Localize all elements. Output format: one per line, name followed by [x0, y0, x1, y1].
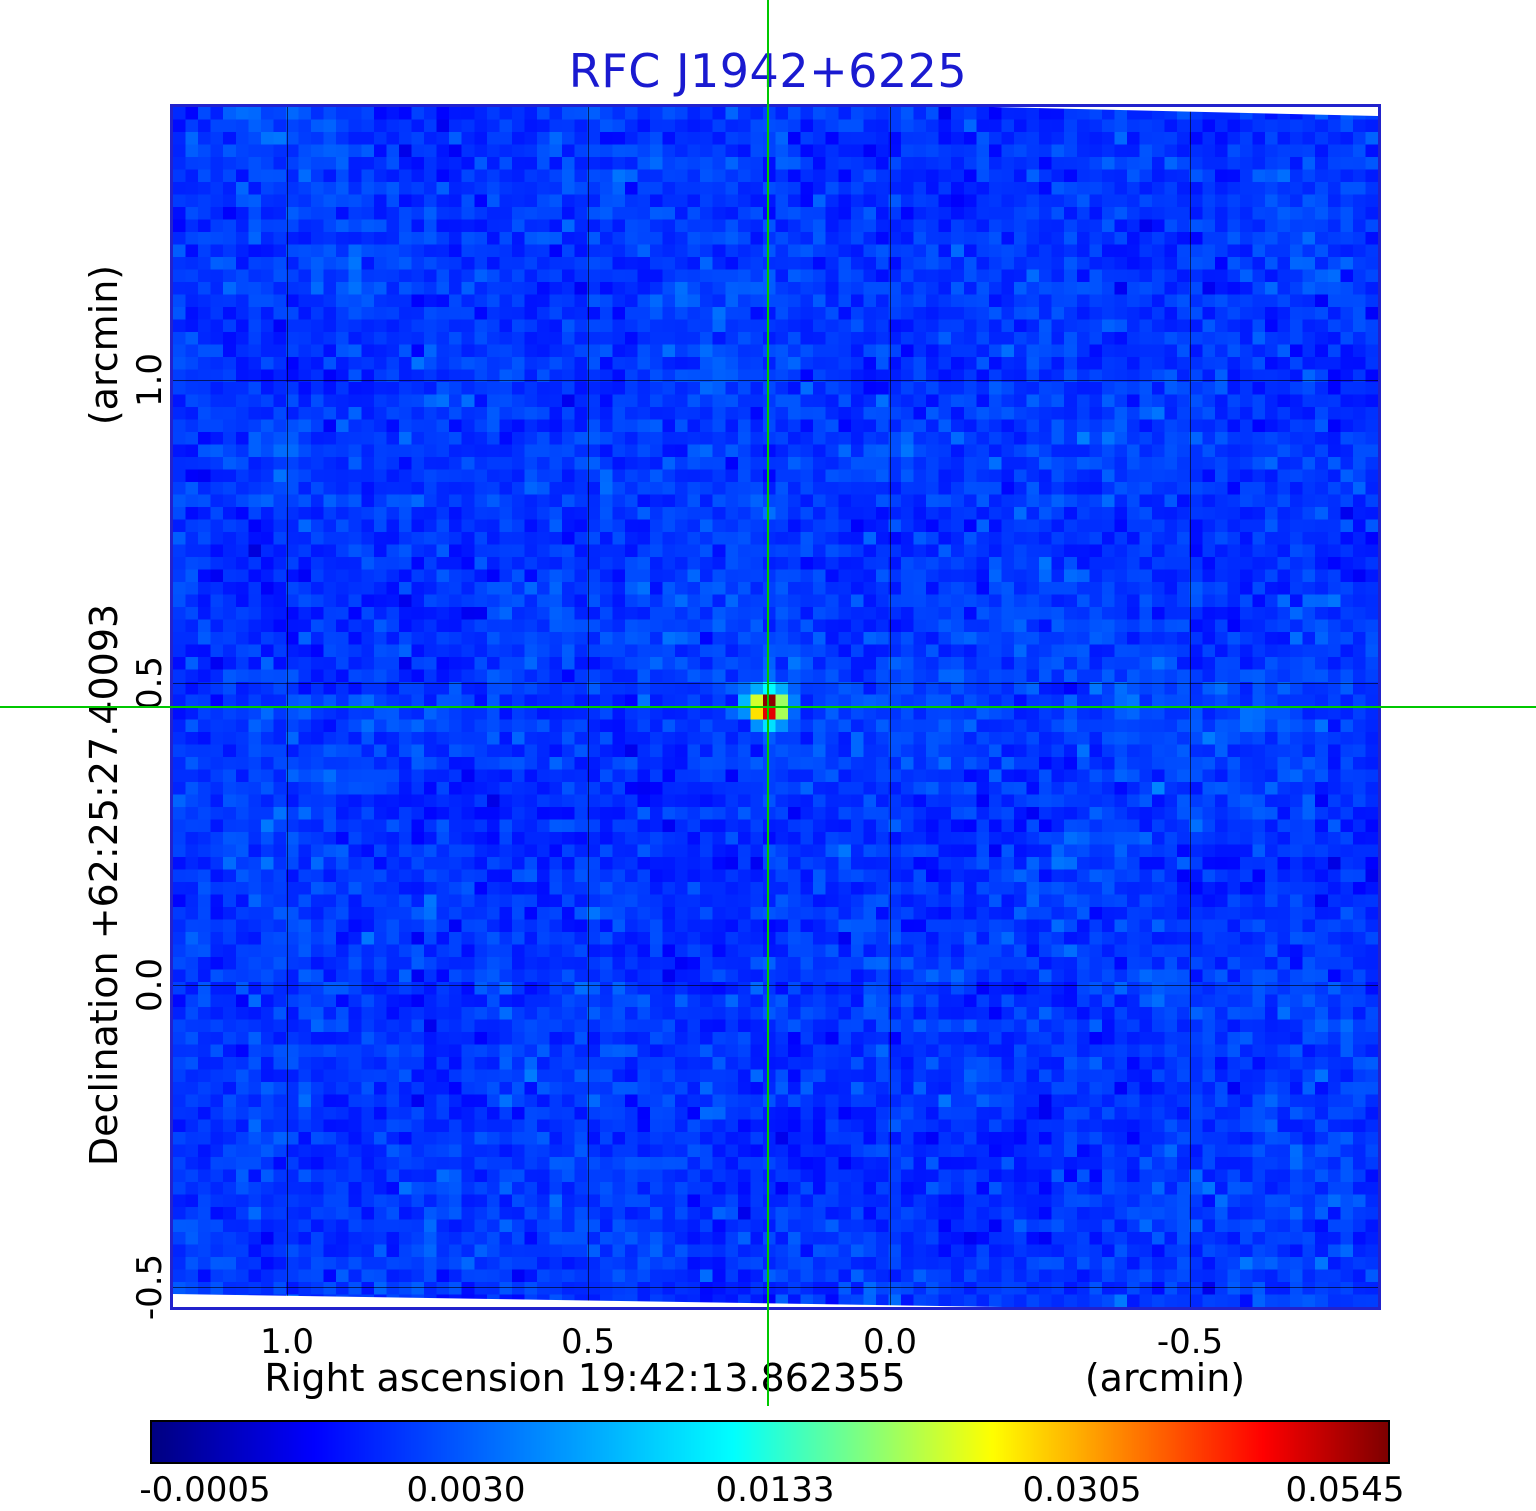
y-axis-unit: (arcmin)	[82, 264, 126, 426]
colorbar-tick-label: -0.0005	[139, 1470, 271, 1510]
colorbar-tick-label: 0.0305	[1022, 1470, 1142, 1510]
gridline-horizontal	[173, 683, 1378, 684]
colorbar-tick-label: 0.0545	[1285, 1470, 1405, 1510]
gridline-horizontal	[173, 985, 1378, 986]
gridline-horizontal	[173, 380, 1378, 381]
x-axis-unit: (arcmin)	[1084, 1356, 1246, 1400]
x-tick-label: 0.0	[862, 1322, 918, 1362]
colorbar-tick-label: 0.0133	[715, 1470, 835, 1510]
x-axis-label: Right ascension 19:42:13.862355	[264, 1356, 906, 1400]
y-tick-label: 1.0	[130, 352, 170, 408]
colorbar-tick-label: 0.0030	[406, 1470, 526, 1510]
y-tick-label: -0.5	[130, 1253, 170, 1321]
x-tick-label: 1.0	[259, 1322, 315, 1362]
x-tick-label: -0.5	[1156, 1322, 1224, 1362]
image-edge-gap	[993, 107, 1378, 116]
crosshair-horizontal-line	[0, 706, 1536, 708]
x-tick-label: 0.5	[560, 1322, 616, 1362]
gridline-horizontal	[173, 1287, 1378, 1288]
colorbar-gradient	[152, 1422, 1388, 1462]
y-tick-label: 0.5	[130, 655, 170, 711]
colorbar	[150, 1420, 1390, 1464]
y-axis-label: Declination +62:25:27.40093	[82, 603, 126, 1167]
y-tick-label: 0.0	[130, 957, 170, 1013]
crosshair-vertical-line	[767, 0, 769, 1406]
